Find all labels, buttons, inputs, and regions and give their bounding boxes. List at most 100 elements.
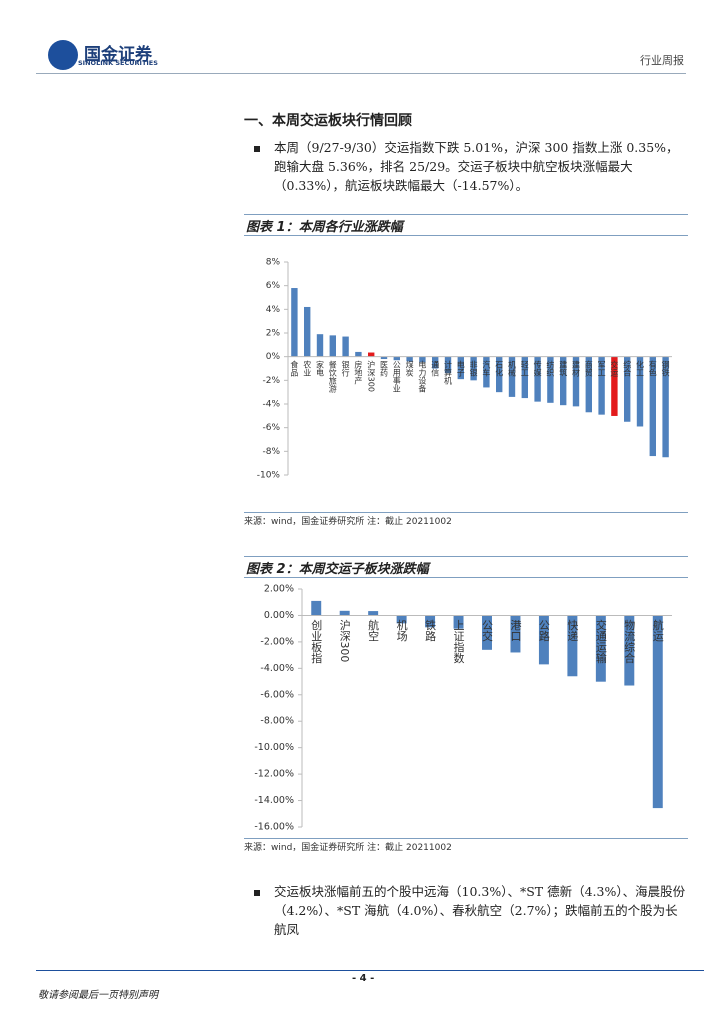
bar [380, 356, 388, 360]
header-rule [36, 73, 686, 74]
x-tick-label: 综合 [623, 360, 632, 378]
x-tick-label: 创业板指 [310, 619, 323, 664]
figure-title: 图表 2：本周交运子板块涨跌幅 [246, 562, 429, 577]
bar [457, 356, 464, 380]
figure-rule [244, 838, 688, 839]
bar [598, 356, 605, 415]
bar [567, 615, 578, 677]
bar [329, 335, 336, 357]
bar [406, 356, 413, 362]
bullet-text: 本周（9/27-9/30）交运指数下跌 5.01%，沪深 300 指数上涨 0.… [274, 140, 679, 193]
x-tick-label: 建材 [572, 360, 581, 377]
x-tick-label: 机场 [395, 618, 408, 642]
bar [496, 356, 503, 393]
x-tick-label: 非银 [469, 360, 478, 378]
bar [652, 615, 663, 809]
x-tick-label: 电力设备 [418, 360, 427, 394]
y-tick-label: -10% [257, 471, 281, 481]
bar [636, 356, 644, 427]
x-tick-label: 沪深300 [367, 360, 376, 392]
x-tick-label: 上证指数 [452, 619, 465, 664]
bar [368, 611, 379, 616]
figure-rule [244, 235, 688, 236]
y-tick-label: 2.00% [264, 584, 294, 595]
bar [304, 306, 311, 357]
x-tick-label: 家电 [316, 360, 325, 377]
x-tick-label: 公交 [481, 619, 494, 642]
x-tick-label: 食品 [290, 360, 299, 378]
x-tick-label: 银行 [341, 360, 350, 378]
y-tick-label: -2% [262, 376, 280, 386]
x-tick-label: 航运 [651, 618, 664, 641]
x-tick-label: 轻工 [520, 360, 529, 377]
bar [521, 356, 528, 399]
x-tick-label: 电子 [456, 360, 465, 377]
x-tick-label: 有色 [648, 360, 657, 377]
figure-rule [244, 214, 688, 215]
x-tick-label: 商贸 [584, 360, 593, 378]
bar [316, 334, 324, 357]
bar [624, 615, 635, 686]
bar [393, 356, 400, 361]
bar [470, 356, 477, 381]
x-tick-label: 物流综合 [623, 618, 636, 663]
x-tick-label: 快递 [566, 619, 579, 641]
x-tick-label: 传媒 [533, 360, 542, 378]
x-tick-label: 铁路 [424, 619, 437, 642]
bar [425, 615, 436, 628]
bar [396, 615, 407, 624]
figure-rule [244, 556, 688, 557]
bar [339, 610, 350, 616]
y-tick-label: -14.00% [254, 795, 294, 806]
x-tick-label: 医药 [380, 361, 389, 378]
disclaimer: 敬请参阅最后一页特别声明 [38, 990, 158, 1001]
y-tick-label: 0% [266, 352, 281, 362]
y-tick-label: 0.00% [264, 610, 294, 621]
y-tick-label: -8% [262, 447, 280, 457]
x-tick-label: 纺织 [546, 360, 555, 378]
x-tick-label: 房地产 [354, 360, 363, 386]
source: 来源：wind，国金证券研究所 注：截止 20211002 [244, 843, 452, 853]
bar [560, 356, 567, 406]
x-tick-label: 沪深300 [338, 618, 351, 662]
x-tick-label: 港口 [509, 619, 522, 641]
logo-sub: SINOLINK SECURITIES [78, 59, 158, 67]
y-tick-label: -2.00% [260, 636, 294, 647]
bar [291, 288, 298, 357]
logo-text: 国金证券 [84, 45, 152, 65]
x-tick-label: 交通运输 [594, 618, 607, 664]
bar [547, 356, 554, 403]
bar [368, 352, 375, 357]
bar [482, 615, 492, 650]
bar [508, 356, 516, 397]
bar [444, 356, 452, 374]
figure-rule [244, 577, 688, 578]
y-tick-label: -6% [262, 423, 280, 433]
y-tick-label: -8.00% [260, 716, 294, 727]
bar [342, 336, 349, 357]
report-type: 行业周报 [640, 54, 684, 67]
y-tick-label: 2% [266, 329, 281, 339]
y-tick-label: -16.00% [254, 822, 294, 833]
bar [355, 351, 362, 357]
x-tick-label: 农业 [303, 360, 312, 377]
chart: -16.00% -14.00% -12.00% -10.00% -8.00% -6.00%… [254, 584, 672, 833]
x-tick-label: 石化 [495, 361, 504, 378]
bullet-mark [254, 146, 260, 152]
x-tick-label: 公用事业 [392, 361, 401, 393]
section-title: 一、本周交运板块行情回顾 [244, 113, 412, 129]
chart: -10% -8% -6% -4% -2% 0% 2% 4% 6% 8% 食品 农业 家电 餐饮旅游 银行 房地… [257, 258, 672, 481]
logo-icon [48, 40, 78, 70]
bar [534, 356, 541, 402]
bar [662, 356, 669, 458]
bar [585, 356, 592, 413]
y-tick-label: -12.00% [254, 769, 294, 780]
bar [510, 615, 521, 653]
bar [595, 615, 606, 682]
y-tick-label: 6% [266, 281, 281, 291]
bar [311, 600, 322, 616]
x-tick-label: 机械 [508, 360, 517, 378]
x-tick-label: 餐饮旅游 [328, 361, 337, 394]
x-tick-label: 汽车 [482, 360, 491, 378]
